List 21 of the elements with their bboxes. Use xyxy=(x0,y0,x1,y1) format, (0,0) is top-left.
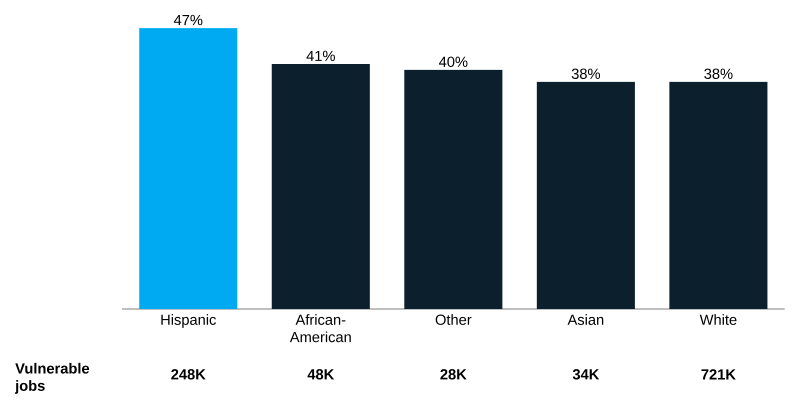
x-tick-label: Asian xyxy=(568,314,604,325)
bar xyxy=(272,64,370,309)
x-tick-label: Hispanic xyxy=(161,314,216,328)
data-label: 40% xyxy=(438,56,468,67)
text: 248K xyxy=(171,369,206,380)
bar xyxy=(536,82,635,309)
text: 28K xyxy=(440,369,467,380)
data-label: 38% xyxy=(572,68,600,79)
x-tick-label: White xyxy=(700,314,736,325)
x-tick-label: African-American xyxy=(290,314,351,342)
text: 48K xyxy=(308,369,334,380)
bar xyxy=(669,82,768,309)
data-label: 38% xyxy=(704,68,733,79)
text: Vulnerable jobs xyxy=(14,362,90,394)
bar xyxy=(139,28,238,309)
text: 721K xyxy=(701,369,736,380)
data-label: 47% xyxy=(174,14,202,26)
text: 34K xyxy=(572,369,600,380)
x-tick-label: Other xyxy=(436,314,472,325)
data-label: 41% xyxy=(306,50,335,62)
bar xyxy=(404,70,502,309)
